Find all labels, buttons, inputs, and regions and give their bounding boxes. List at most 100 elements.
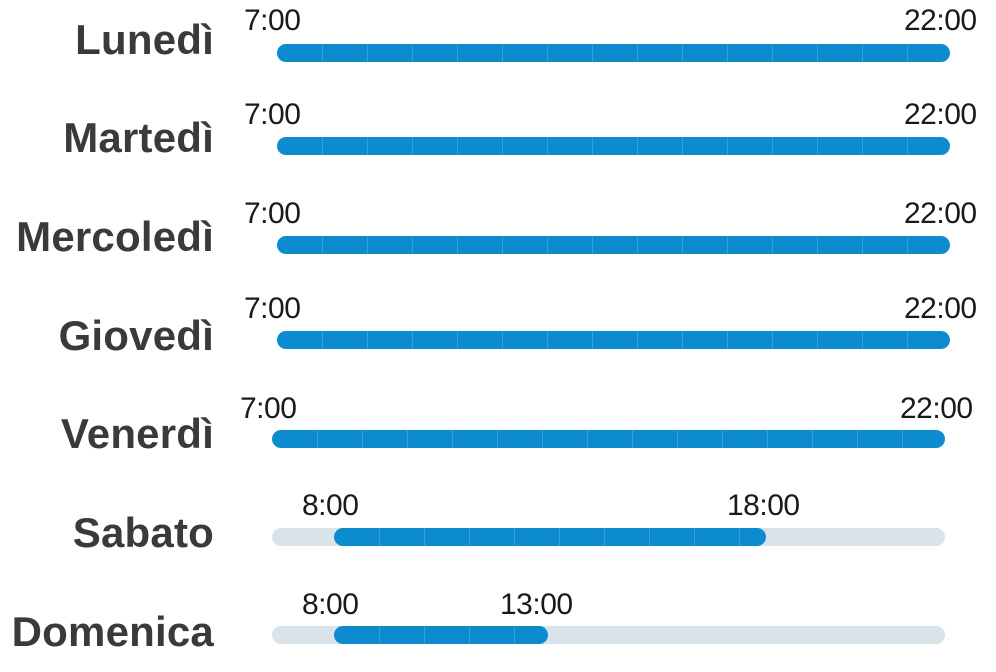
hour-tick <box>514 528 515 546</box>
hour-tick <box>767 430 768 448</box>
close-time: 18:00 <box>727 489 800 522</box>
hour-tick <box>592 236 593 254</box>
hour-tick <box>772 137 773 155</box>
open-hours-bar <box>334 528 766 546</box>
hour-tick <box>322 331 323 349</box>
hour-tick <box>592 331 593 349</box>
hour-tick <box>322 44 323 62</box>
open-time: 7:00 <box>240 392 297 425</box>
open-time: 7:00 <box>244 4 301 37</box>
close-time: 22:00 <box>904 98 977 131</box>
open-hours-bar <box>334 626 548 644</box>
hour-tick <box>457 236 458 254</box>
day-label: Lunedì <box>75 16 214 63</box>
hour-tick <box>469 528 470 546</box>
hour-tick <box>457 44 458 62</box>
open-time: 7:00 <box>244 197 301 230</box>
open-time: 8:00 <box>302 489 359 522</box>
open-hours-bar <box>272 430 945 448</box>
hour-tick <box>817 44 818 62</box>
hour-tick <box>592 137 593 155</box>
open-hours-bar <box>277 331 950 349</box>
hour-tick <box>452 430 453 448</box>
close-time: 22:00 <box>904 197 977 230</box>
day-label: Domenica <box>11 608 214 655</box>
hour-tick <box>907 44 908 62</box>
open-hours-bar <box>277 137 950 155</box>
close-time: 22:00 <box>904 4 977 37</box>
hour-tick <box>592 44 593 62</box>
open-hours-bar <box>277 236 950 254</box>
day-label: Giovedì <box>58 312 214 359</box>
hour-tick <box>682 331 683 349</box>
hour-tick <box>907 137 908 155</box>
hour-tick <box>727 44 728 62</box>
hour-tick <box>424 626 425 644</box>
hour-tick <box>322 236 323 254</box>
hour-tick <box>817 331 818 349</box>
hour-tick <box>637 236 638 254</box>
open-time: 7:00 <box>244 98 301 131</box>
hour-tick <box>694 528 695 546</box>
open-time: 8:00 <box>302 588 359 621</box>
hour-tick <box>412 236 413 254</box>
hour-tick <box>502 137 503 155</box>
hour-tick <box>682 137 683 155</box>
hour-tick <box>772 44 773 62</box>
hour-tick <box>682 44 683 62</box>
hour-tick <box>862 236 863 254</box>
hour-tick <box>547 331 548 349</box>
hour-tick <box>367 331 368 349</box>
hour-tick <box>772 331 773 349</box>
hour-tick <box>367 44 368 62</box>
hour-tick <box>547 137 548 155</box>
hour-tick <box>902 430 903 448</box>
open-time: 7:00 <box>244 292 301 325</box>
hour-tick <box>367 137 368 155</box>
day-label: Sabato <box>72 509 214 556</box>
hour-tick <box>379 528 380 546</box>
hour-tick <box>514 626 515 644</box>
hour-tick <box>322 137 323 155</box>
hour-tick <box>727 236 728 254</box>
hour-tick <box>649 528 650 546</box>
hour-tick <box>559 528 560 546</box>
hour-tick <box>362 430 363 448</box>
hour-tick <box>637 44 638 62</box>
hour-tick <box>412 137 413 155</box>
hour-tick <box>907 331 908 349</box>
hour-tick <box>637 331 638 349</box>
day-label: Mercoledì <box>16 213 214 260</box>
hour-tick <box>682 236 683 254</box>
hour-tick <box>502 331 503 349</box>
hour-tick <box>772 236 773 254</box>
hour-tick <box>497 430 498 448</box>
hour-tick <box>727 137 728 155</box>
hour-tick <box>677 430 678 448</box>
hour-tick <box>542 430 543 448</box>
hour-tick <box>857 430 858 448</box>
open-hours-bar <box>277 44 950 62</box>
hour-tick <box>547 236 548 254</box>
hour-tick <box>862 331 863 349</box>
hour-tick <box>862 137 863 155</box>
hour-tick <box>739 528 740 546</box>
close-time: 22:00 <box>904 292 977 325</box>
hour-tick <box>424 528 425 546</box>
hour-tick <box>722 430 723 448</box>
hour-tick <box>317 430 318 448</box>
hour-tick <box>727 331 728 349</box>
close-time: 22:00 <box>900 392 973 425</box>
day-label: Martedì <box>63 114 214 161</box>
hour-tick <box>407 430 408 448</box>
hour-tick <box>412 331 413 349</box>
hour-tick <box>502 236 503 254</box>
hour-tick <box>502 44 503 62</box>
hour-tick <box>469 626 470 644</box>
hour-tick <box>817 137 818 155</box>
hour-tick <box>367 236 368 254</box>
hour-tick <box>907 236 908 254</box>
hour-tick <box>812 430 813 448</box>
hour-tick <box>817 236 818 254</box>
hour-tick <box>457 137 458 155</box>
